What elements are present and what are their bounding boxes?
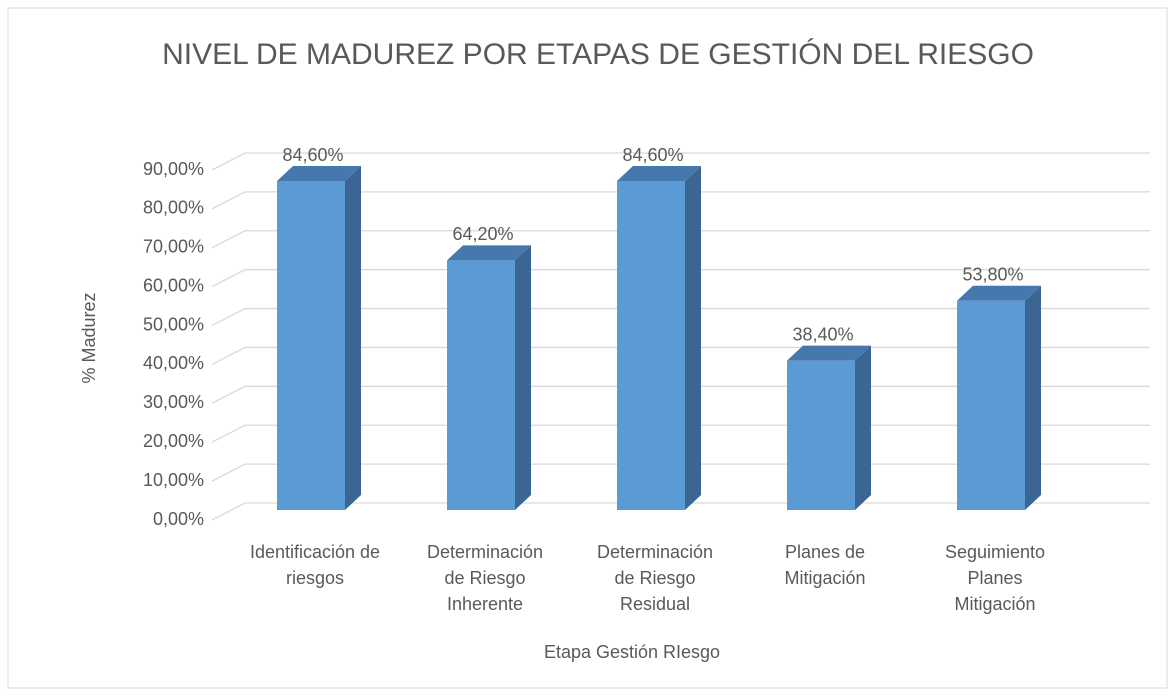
chart-title: NIVEL DE MADUREZ POR ETAPAS DE GESTIÓN D… bbox=[162, 38, 1034, 71]
y-tick-label: 70,00% bbox=[143, 237, 204, 257]
bar-top bbox=[957, 285, 1041, 301]
bar-front bbox=[277, 181, 345, 510]
bar-front bbox=[617, 181, 685, 510]
value-label: 84,60% bbox=[282, 145, 343, 165]
y-tick-label: 20,00% bbox=[143, 431, 204, 451]
bar-front bbox=[957, 300, 1025, 510]
x-axis-label: Etapa Gestión RIesgo bbox=[544, 642, 720, 662]
value-label: 53,80% bbox=[962, 265, 1023, 285]
y-tick-label: 90,00% bbox=[143, 159, 204, 179]
x-tick-label: Seguimiento Planes Mitigación bbox=[945, 542, 1045, 614]
bar-front bbox=[787, 360, 855, 510]
value-label: 84,60% bbox=[622, 145, 683, 165]
grid-line bbox=[211, 230, 1150, 249]
bar-top bbox=[787, 345, 871, 361]
grid-line bbox=[211, 191, 1150, 210]
bar-side bbox=[515, 245, 531, 511]
bar-front bbox=[447, 260, 515, 510]
value-label: 64,20% bbox=[452, 224, 513, 244]
value-label: 38,40% bbox=[792, 324, 853, 344]
x-tick-label: Identificación de riesgos bbox=[250, 542, 380, 588]
bar-side bbox=[1025, 285, 1041, 510]
bar-top bbox=[277, 166, 361, 181]
bar-top bbox=[447, 245, 531, 261]
x-tick-label: Determinación de Riesgo Inherente bbox=[427, 542, 543, 614]
y-tick-label: 60,00% bbox=[143, 275, 204, 295]
grid-line bbox=[211, 307, 1150, 327]
y-tick-label: 40,00% bbox=[143, 353, 204, 373]
y-tick-label: 30,00% bbox=[143, 392, 204, 412]
y-tick-label: 50,00% bbox=[143, 314, 204, 334]
bar-side bbox=[855, 345, 871, 510]
x-tick-label: Determinación de Riesgo Residual bbox=[597, 542, 713, 614]
y-axis-label: % Madurez bbox=[79, 292, 99, 383]
bar-side bbox=[685, 166, 701, 510]
x-tick-label: Planes de Mitigación bbox=[784, 542, 865, 588]
y-tick-label: 0,00% bbox=[153, 509, 204, 529]
grid-line bbox=[211, 269, 1150, 288]
grid-line bbox=[211, 152, 1150, 171]
bar-side bbox=[345, 166, 361, 510]
bar-top bbox=[617, 166, 701, 181]
y-tick-label: 80,00% bbox=[143, 198, 204, 218]
y-tick-label: 10,00% bbox=[143, 470, 204, 490]
